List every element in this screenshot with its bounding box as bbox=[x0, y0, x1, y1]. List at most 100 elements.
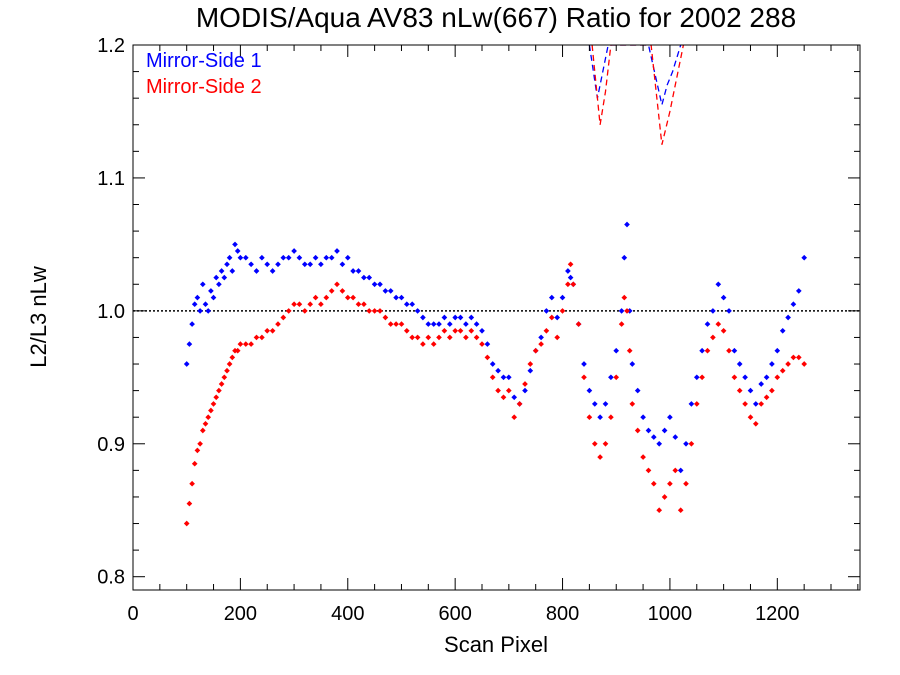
data-point bbox=[371, 281, 378, 288]
x-tick-label: 0 bbox=[127, 603, 138, 625]
data-point bbox=[463, 321, 469, 327]
data-point bbox=[801, 254, 808, 261]
data-point bbox=[463, 334, 469, 341]
data-point bbox=[661, 427, 668, 434]
data-point bbox=[736, 387, 743, 394]
x-tick-label: 600 bbox=[438, 603, 471, 625]
x-tick-label: 800 bbox=[546, 603, 579, 625]
data-point bbox=[720, 294, 727, 301]
data-point bbox=[591, 401, 598, 407]
data-point bbox=[355, 268, 362, 274]
data-point bbox=[567, 261, 574, 268]
data-point bbox=[500, 394, 507, 401]
data-point bbox=[307, 301, 314, 308]
data-point bbox=[409, 301, 416, 308]
data-point bbox=[366, 308, 373, 314]
data-point bbox=[446, 334, 453, 341]
series-layer bbox=[183, 45, 808, 527]
data-point bbox=[575, 321, 582, 327]
legend: Mirror-Side 1 Mirror-Side 2 bbox=[146, 50, 262, 98]
data-point bbox=[291, 248, 297, 254]
data-point bbox=[248, 261, 254, 268]
data-point bbox=[248, 341, 254, 347]
data-point bbox=[634, 387, 641, 394]
data-point bbox=[591, 440, 598, 447]
data-point bbox=[715, 321, 722, 327]
data-point bbox=[355, 301, 362, 308]
data-point bbox=[629, 361, 636, 367]
data-point bbox=[731, 374, 738, 381]
data-point bbox=[726, 308, 732, 314]
data-point bbox=[548, 314, 555, 321]
data-point bbox=[280, 314, 287, 321]
data-point bbox=[527, 361, 534, 367]
data-point bbox=[672, 434, 679, 440]
data-point bbox=[259, 254, 265, 261]
data-point bbox=[275, 321, 281, 327]
data-point bbox=[361, 301, 367, 308]
data-point bbox=[565, 281, 571, 288]
data-point bbox=[202, 420, 209, 427]
data-point bbox=[699, 347, 705, 354]
data-point bbox=[237, 254, 244, 261]
data-point bbox=[699, 374, 705, 381]
data-point bbox=[661, 494, 668, 500]
data-point bbox=[189, 480, 195, 487]
y-tick-label: 1.0 bbox=[97, 301, 125, 323]
data-point bbox=[191, 301, 198, 308]
data-point bbox=[650, 434, 657, 440]
data-point bbox=[253, 334, 260, 341]
data-point bbox=[581, 361, 587, 367]
data-point bbox=[218, 381, 225, 387]
data-point bbox=[640, 414, 646, 421]
data-point bbox=[382, 288, 389, 294]
data-point bbox=[312, 294, 319, 301]
data-point bbox=[457, 314, 464, 321]
data-point bbox=[693, 401, 700, 407]
x-tick-label: 400 bbox=[331, 603, 364, 625]
data-point bbox=[242, 341, 249, 347]
data-point bbox=[704, 347, 711, 354]
y-tick-label: 1.2 bbox=[97, 35, 125, 57]
data-point bbox=[269, 268, 276, 274]
data-point bbox=[285, 308, 292, 314]
data-point bbox=[280, 254, 287, 261]
data-point bbox=[339, 261, 346, 268]
y-tick-label: 0.9 bbox=[97, 434, 125, 456]
data-point bbox=[398, 294, 405, 301]
data-point bbox=[608, 374, 614, 381]
data-point bbox=[393, 321, 399, 327]
data-point bbox=[208, 407, 214, 414]
data-point bbox=[441, 327, 448, 334]
data-point bbox=[382, 314, 389, 321]
data-point bbox=[624, 308, 630, 314]
data-point bbox=[795, 288, 802, 294]
data-point bbox=[634, 427, 641, 434]
data-point bbox=[269, 327, 276, 334]
data-point bbox=[420, 341, 426, 347]
data-point bbox=[205, 414, 212, 421]
data-point bbox=[650, 480, 657, 487]
data-point bbox=[538, 341, 544, 347]
data-point bbox=[742, 374, 748, 381]
data-point bbox=[511, 394, 518, 401]
data-point bbox=[608, 414, 614, 421]
data-point bbox=[693, 374, 700, 381]
offscale-line-1 bbox=[588, 45, 682, 105]
data-point bbox=[229, 354, 236, 361]
data-point bbox=[191, 460, 198, 467]
data-point bbox=[186, 500, 193, 507]
data-point bbox=[720, 327, 727, 334]
data-point bbox=[216, 281, 222, 288]
data-point bbox=[645, 427, 652, 434]
data-point bbox=[769, 361, 775, 367]
data-point bbox=[409, 334, 416, 341]
data-point bbox=[334, 248, 340, 254]
data-point bbox=[328, 288, 335, 294]
data-point bbox=[218, 268, 225, 274]
data-point bbox=[677, 507, 684, 514]
data-point bbox=[425, 321, 432, 327]
data-point bbox=[489, 374, 496, 381]
series-1 bbox=[183, 221, 808, 474]
